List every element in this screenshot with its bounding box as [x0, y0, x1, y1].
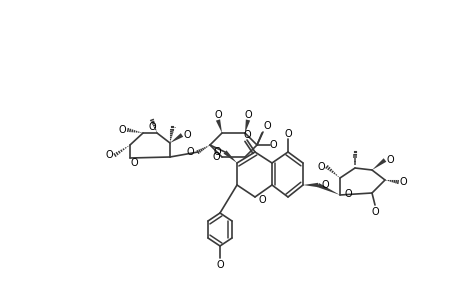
Polygon shape — [316, 183, 339, 195]
Text: O: O — [244, 110, 251, 120]
Polygon shape — [215, 119, 222, 133]
Text: O: O — [214, 110, 221, 120]
Text: O: O — [370, 207, 378, 217]
Text: O: O — [118, 125, 126, 135]
Text: O: O — [321, 180, 329, 190]
Text: O: O — [258, 195, 266, 205]
Text: O: O — [105, 150, 113, 160]
Text: O: O — [284, 129, 291, 139]
Text: O: O — [213, 147, 220, 157]
Text: O: O — [317, 162, 325, 172]
Text: O: O — [148, 122, 156, 132]
Text: ·: · — [173, 125, 175, 131]
Polygon shape — [245, 119, 250, 133]
Text: O: O — [212, 152, 219, 162]
Text: O: O — [386, 155, 394, 165]
Text: O: O — [130, 158, 138, 168]
Text: O: O — [186, 147, 194, 157]
Text: O: O — [344, 189, 351, 199]
Text: O: O — [263, 121, 271, 131]
Polygon shape — [302, 183, 317, 187]
Text: O: O — [243, 130, 250, 140]
Text: O: O — [399, 177, 407, 187]
Polygon shape — [371, 158, 386, 170]
Text: O: O — [216, 260, 224, 270]
Polygon shape — [223, 150, 236, 163]
Polygon shape — [170, 133, 183, 143]
Text: O: O — [184, 130, 191, 140]
Text: O: O — [269, 140, 277, 150]
